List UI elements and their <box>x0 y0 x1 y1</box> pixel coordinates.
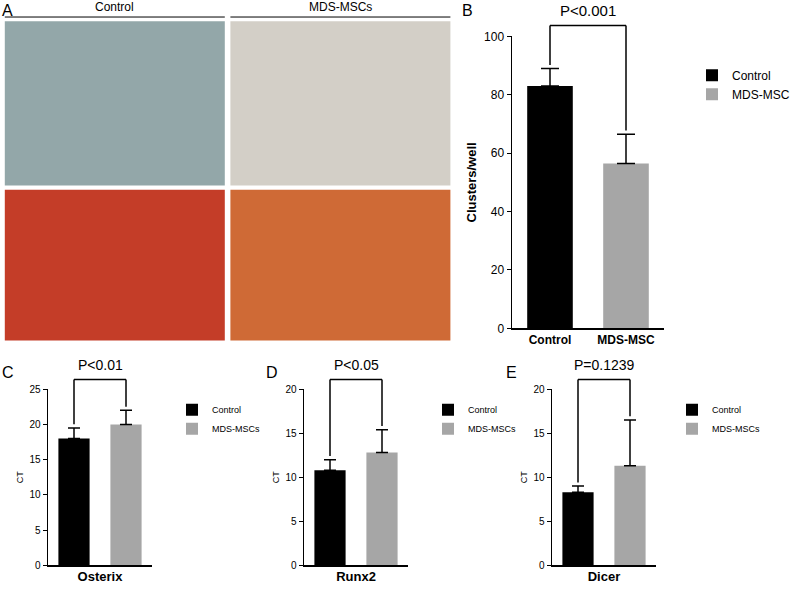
svg-text:0: 0 <box>35 560 41 571</box>
svg-text:5: 5 <box>291 516 297 527</box>
svg-text:P<0.05: P<0.05 <box>334 357 379 373</box>
svg-text:C: C <box>2 364 14 381</box>
svg-text:MDS-MSCs: MDS-MSCs <box>468 424 516 434</box>
svg-text:100: 100 <box>484 30 504 44</box>
svg-text:5: 5 <box>539 516 545 527</box>
svg-text:CT: CT <box>15 471 25 483</box>
svg-text:P<0.001: P<0.001 <box>560 2 616 19</box>
svg-text:Control: Control <box>712 405 741 415</box>
svg-text:0: 0 <box>291 560 297 571</box>
svg-text:40: 40 <box>491 205 505 219</box>
svg-text:Runx2: Runx2 <box>336 569 376 584</box>
svg-text:15: 15 <box>285 428 297 439</box>
svg-text:MDS-MSC: MDS-MSC <box>732 88 790 102</box>
svg-text:10: 10 <box>29 489 41 500</box>
svg-text:Clusters/well: Clusters/well <box>464 142 479 222</box>
svg-text:CT: CT <box>519 471 529 483</box>
svg-text:MDS-MSC: MDS-MSC <box>597 333 655 347</box>
svg-text:20: 20 <box>533 384 545 395</box>
svg-text:Dicer: Dicer <box>588 569 621 584</box>
svg-text:Control: Control <box>212 405 241 415</box>
svg-text:20: 20 <box>285 384 297 395</box>
svg-text:15: 15 <box>533 428 545 439</box>
svg-text:60: 60 <box>491 146 505 160</box>
svg-text:P<0.01: P<0.01 <box>78 357 123 373</box>
svg-text:15: 15 <box>29 454 41 465</box>
svg-text:0: 0 <box>539 560 545 571</box>
svg-text:10: 10 <box>533 472 545 483</box>
svg-text:E: E <box>506 364 517 381</box>
svg-text:D: D <box>266 364 278 381</box>
svg-text:80: 80 <box>491 88 505 102</box>
svg-text:10: 10 <box>285 472 297 483</box>
svg-text:Control: Control <box>529 333 572 347</box>
svg-text:Osterix: Osterix <box>78 569 124 584</box>
svg-text:MDS-MSCs: MDS-MSCs <box>712 424 760 434</box>
svg-text:A: A <box>2 2 13 19</box>
svg-text:MDS-MSCs: MDS-MSCs <box>309 0 372 14</box>
svg-text:B: B <box>462 2 473 19</box>
svg-text:Control: Control <box>732 69 771 83</box>
svg-text:Control: Control <box>468 405 497 415</box>
svg-text:5: 5 <box>35 525 41 536</box>
svg-text:20: 20 <box>29 419 41 430</box>
svg-text:25: 25 <box>29 384 41 395</box>
svg-text:P=0.1239: P=0.1239 <box>574 357 635 373</box>
svg-text:CT: CT <box>271 471 281 483</box>
svg-text:20: 20 <box>491 263 505 277</box>
svg-text:MDS-MSCs: MDS-MSCs <box>212 424 260 434</box>
svg-text:Control: Control <box>95 0 134 14</box>
svg-text:0: 0 <box>497 322 504 336</box>
